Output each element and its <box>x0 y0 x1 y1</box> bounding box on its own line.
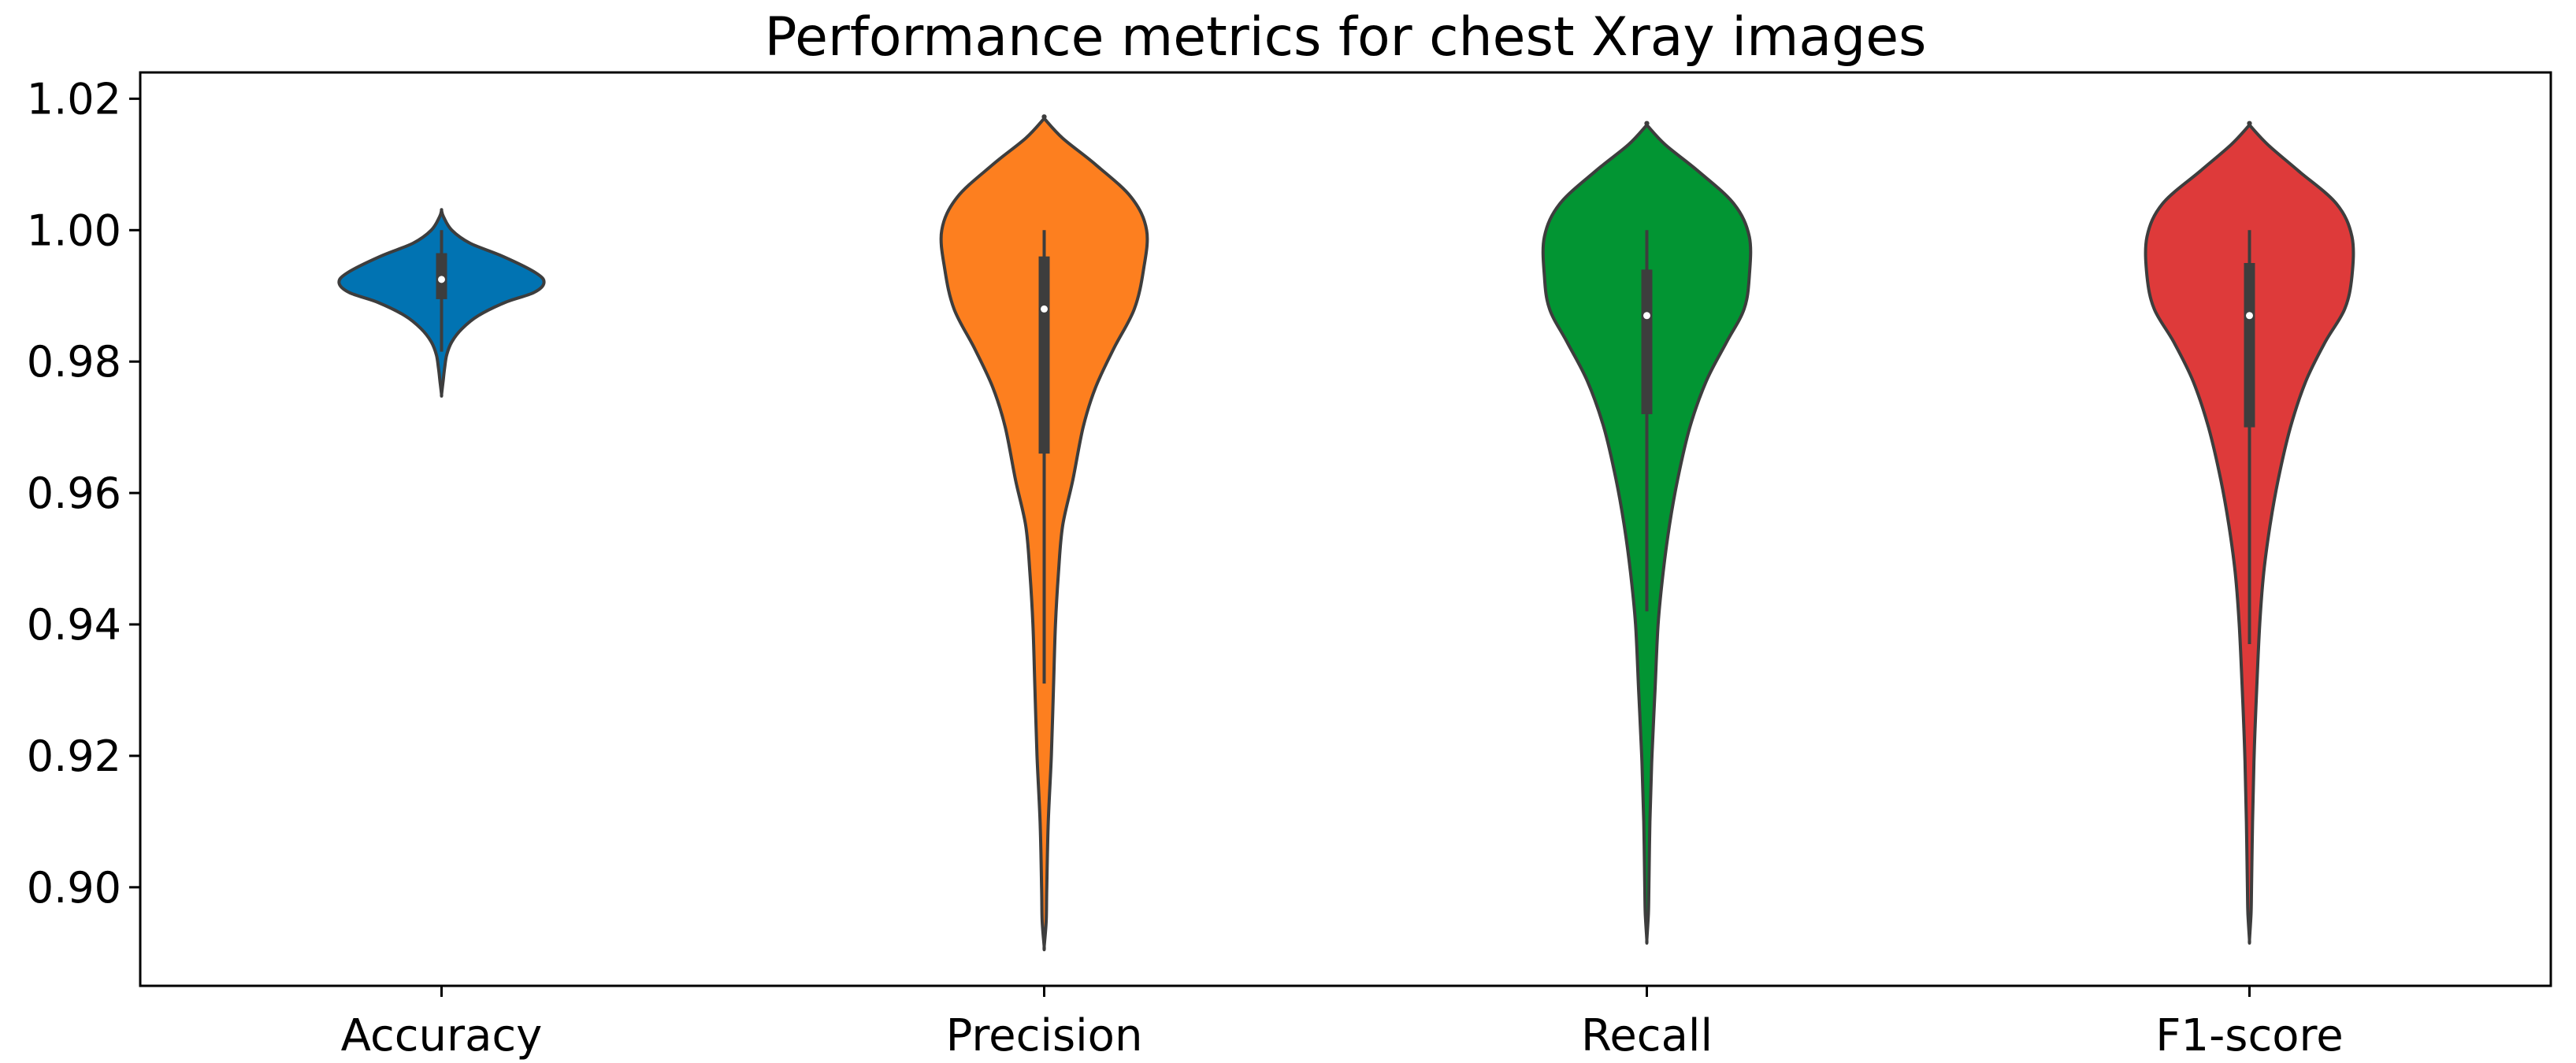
y-axis: 0.90 0.92 0.94 0.96 0.98 1.00 1.02 <box>27 74 140 913</box>
x-axis: Accuracy Precision Recall F1-score <box>341 986 2344 1061</box>
x-tick-label: Accuracy <box>341 1010 543 1061</box>
violin-group <box>337 114 2355 952</box>
violin-iqr-box <box>1641 269 1653 414</box>
violin-median-dot <box>438 276 445 283</box>
plot-frame <box>139 71 2552 987</box>
y-tick-label: 0.98 <box>27 337 121 387</box>
y-tick-label: 0.96 <box>27 469 121 518</box>
chart-title: Performance metrics for chest Xray image… <box>765 6 1927 69</box>
violin-iqr-box <box>1038 256 1050 454</box>
violin-iqr-box <box>2244 263 2255 428</box>
x-tick-label: Precision <box>946 1010 1143 1061</box>
violin-median-dot <box>1041 305 1048 313</box>
x-tick-label: Recall <box>1581 1010 1713 1061</box>
violin-median-dot <box>1643 312 1650 320</box>
y-tick-label: 0.94 <box>27 600 121 650</box>
y-tick-label: 1.02 <box>27 74 121 124</box>
x-tick-label: F1-score <box>2155 1010 2344 1061</box>
y-tick-label: 0.90 <box>27 863 121 913</box>
violin-median-dot <box>2246 312 2253 320</box>
y-tick-label: 0.92 <box>27 732 121 781</box>
y-tick-label: 1.00 <box>27 206 121 255</box>
